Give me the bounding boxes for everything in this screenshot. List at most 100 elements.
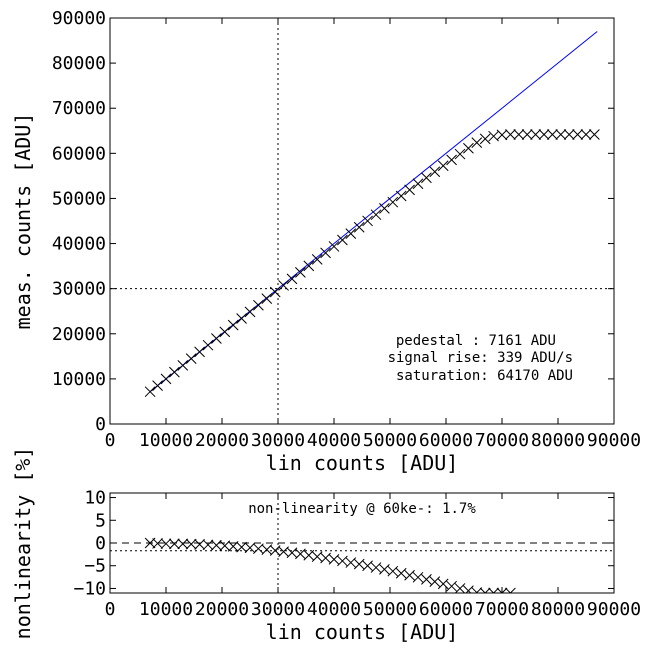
data-point-marker xyxy=(303,260,315,272)
annotation-text: signal rise: 339 ADU/s xyxy=(388,350,573,366)
data-point-marker xyxy=(387,196,399,208)
data-point-marker xyxy=(379,203,390,214)
data-point-marker xyxy=(421,172,432,184)
data-point-marker xyxy=(261,544,273,555)
data-point-marker xyxy=(211,539,222,551)
data-point-marker xyxy=(236,541,247,553)
data-point-marker xyxy=(227,541,239,552)
x-tick-label: 10000 xyxy=(139,599,193,620)
x-tick-label: 60000 xyxy=(419,430,473,451)
data-point-marker xyxy=(177,538,189,550)
data-point-marker xyxy=(160,373,172,385)
x-tick-label: 80000 xyxy=(531,599,585,620)
data-point-marker xyxy=(152,538,163,549)
data-point-marker xyxy=(479,133,491,145)
data-point-marker xyxy=(429,576,441,587)
y-tick-label: −10 xyxy=(73,578,106,599)
data-point-marker xyxy=(345,228,357,239)
y-tick-label: 0 xyxy=(95,533,106,554)
data-point-marker xyxy=(177,360,189,371)
y-tick-label: 90000 xyxy=(52,8,106,29)
y-tick-label: −5 xyxy=(84,556,106,577)
data-point-marker xyxy=(395,567,407,579)
data-point-marker xyxy=(144,386,156,398)
data-point-marker xyxy=(337,234,348,246)
data-point-marker xyxy=(370,209,382,221)
data-point-marker xyxy=(261,293,273,304)
y-tick-label: 40000 xyxy=(52,234,106,255)
x-tick-label: 10000 xyxy=(139,430,193,451)
data-point-marker xyxy=(521,129,533,140)
data-point-marker xyxy=(387,565,399,577)
data-point-marker xyxy=(236,313,247,324)
data-point-marker xyxy=(471,587,483,593)
data-point-marker xyxy=(589,129,600,140)
data-point-marker xyxy=(404,184,415,196)
x-tick-label: 90000 xyxy=(587,599,641,620)
data-point-marker xyxy=(538,129,550,140)
x-tick-label: 0 xyxy=(105,599,116,620)
data-point-marker xyxy=(563,129,575,140)
y-tick-label: 30000 xyxy=(52,279,106,300)
y-tick-label: 50000 xyxy=(52,188,106,209)
data-point-marker xyxy=(227,319,239,331)
x-tick-label: 20000 xyxy=(195,430,249,451)
data-point-marker xyxy=(496,587,508,593)
annotation-text: saturation: 64170 ADU xyxy=(396,368,573,384)
data-point-marker xyxy=(505,587,516,593)
nonlinearity-plot: 0 10000 20000 30000 40000 50000 60000 70000 8000… xyxy=(11,447,641,644)
y-tick-label: 5 xyxy=(95,510,106,531)
data-point-marker xyxy=(421,574,432,585)
data-point-marker xyxy=(194,539,205,550)
data-point-marker xyxy=(160,538,172,550)
data-point-marker xyxy=(253,543,264,555)
y-tick-label: 80000 xyxy=(52,53,106,74)
data-point-marker xyxy=(471,137,483,148)
data-point-marker xyxy=(244,542,256,554)
data-point-marker xyxy=(286,273,298,285)
data-point-marker xyxy=(152,380,163,392)
data-point-marker xyxy=(244,306,256,318)
data-point-marker xyxy=(412,178,424,190)
data-point-marker xyxy=(362,560,373,572)
y-axis-label: nonlinearity [%] xyxy=(11,447,35,640)
data-point-marker xyxy=(454,583,466,593)
x-tick-label: 50000 xyxy=(363,430,417,451)
data-point-marker xyxy=(169,538,180,550)
marker-series xyxy=(144,537,516,593)
x-tick-label: 40000 xyxy=(307,430,361,451)
data-point-marker xyxy=(278,280,289,291)
data-point-marker xyxy=(211,333,222,344)
data-point-marker xyxy=(530,129,541,140)
data-point-marker xyxy=(429,166,441,178)
data-point-marker xyxy=(295,266,306,278)
x-tick-label: 80000 xyxy=(531,430,585,451)
y-axis-label: meas. counts [ADU] xyxy=(11,113,35,330)
y-tick-label: 10000 xyxy=(52,369,106,390)
annotation-text: non-linearity @ 60ke-: 1.7% xyxy=(248,501,476,517)
data-point-marker xyxy=(555,129,567,140)
data-point-marker xyxy=(185,353,197,364)
data-point-marker xyxy=(219,326,231,338)
data-point-marker xyxy=(463,585,474,593)
marker-series xyxy=(144,129,600,398)
data-point-marker xyxy=(362,215,373,227)
data-point-marker xyxy=(219,540,231,552)
data-point-marker xyxy=(404,569,415,581)
data-point-marker xyxy=(572,129,583,140)
data-point-marker xyxy=(269,286,281,298)
x-tick-label: 70000 xyxy=(475,599,529,620)
data-point-marker xyxy=(547,129,558,140)
data-point-marker xyxy=(412,571,424,583)
y-tick-label: 20000 xyxy=(52,324,106,345)
x-tick-label: 90000 xyxy=(587,430,641,451)
data-point-marker xyxy=(513,129,525,140)
data-point-marker xyxy=(169,366,180,378)
x-tick-label: 50000 xyxy=(363,599,417,620)
x-axis-label: lin counts [ADU] xyxy=(266,451,459,475)
data-point-marker xyxy=(488,587,499,593)
plot-area xyxy=(110,493,614,593)
x-tick-label: 30000 xyxy=(251,430,305,451)
data-point-marker xyxy=(320,247,331,259)
